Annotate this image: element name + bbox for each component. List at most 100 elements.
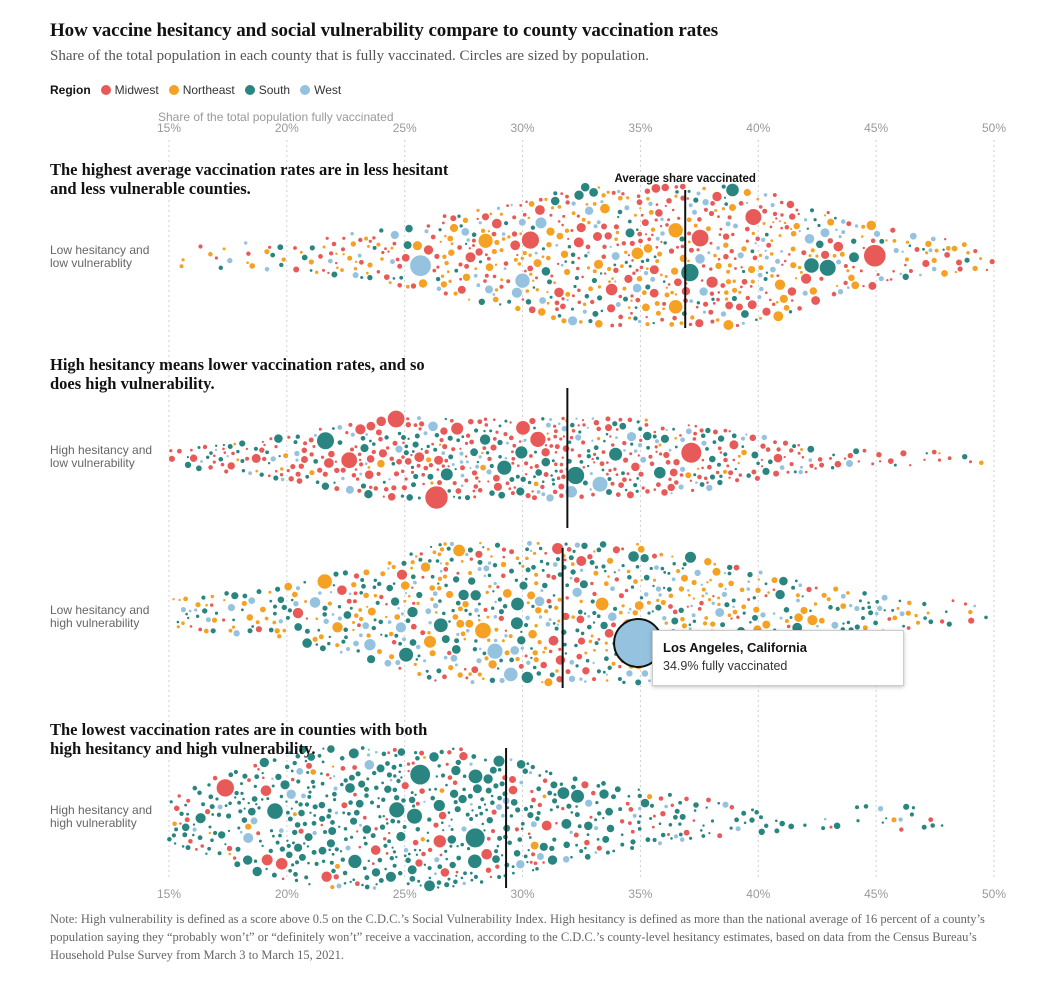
county-circle [217,456,224,463]
county-circle [921,247,926,252]
county-circle [793,612,804,623]
county-circle [343,634,349,640]
county-circle [384,633,389,638]
county-circle [340,451,358,469]
county-circle [753,241,758,246]
county-circle [673,194,679,199]
county-circle [332,583,336,588]
county-circle [409,764,431,786]
county-circle [771,220,775,224]
county-circle [924,250,929,256]
county-circle [411,440,420,449]
county-circle [465,827,486,849]
county-circle [497,596,503,603]
x-tick-label: 45% [864,887,888,901]
county-circle [808,462,815,469]
county-circle [728,804,735,811]
county-circle [276,595,285,604]
county-circle [733,467,738,471]
county-circle [306,785,311,790]
county-circle [761,467,771,476]
county-circle [532,425,537,430]
county-circle [806,445,815,454]
county-circle [342,777,349,784]
county-circle [471,231,477,238]
county-circle [455,844,460,849]
county-circle [401,253,411,263]
county-circle [452,290,459,297]
county-circle [641,669,649,678]
county-circle [737,472,743,478]
county-circle [709,200,716,207]
county-circle [235,457,240,462]
county-circle [346,598,353,605]
county-circle [554,450,558,455]
county-circle [722,241,730,249]
county-circle [611,190,617,196]
county-circle [769,238,774,243]
county-circle [344,782,356,794]
county-circle [425,838,430,843]
county-circle [523,806,529,812]
county-circle [699,481,706,488]
county-circle [399,775,404,780]
county-circle [596,844,603,852]
county-circle [366,859,371,863]
county-circle [440,820,445,825]
county-circle [271,834,276,839]
county-circle [592,223,599,229]
county-circle [553,604,560,611]
county-circle [860,224,866,230]
county-circle [437,598,443,604]
county-circle [618,592,625,599]
county-circle [227,852,232,856]
county-circle [698,600,705,606]
county-circle [289,463,296,470]
county-circle [666,832,671,837]
county-circle [489,799,496,806]
county-circle [298,853,307,862]
county-circle [223,468,229,475]
county-circle [655,236,661,242]
county-circle [433,678,438,683]
county-circle [696,300,701,306]
county-circle [458,451,465,457]
county-circle [227,443,234,450]
county-circle [386,771,393,779]
county-circle [476,418,483,425]
county-circle [214,255,219,261]
county-circle [786,624,792,629]
county-circle [416,671,422,677]
county-circle [503,220,509,226]
county-circle [538,197,544,203]
county-circle [511,864,516,869]
county-circle [449,654,458,663]
county-circle [581,465,586,470]
county-circle [530,851,536,857]
county-circle [534,251,539,256]
county-circle [432,602,439,610]
county-circle [787,252,792,257]
county-circle [593,850,598,855]
county-circle [376,459,386,469]
county-circle [856,459,861,464]
county-circle [478,541,483,545]
county-circle [548,649,553,654]
county-circle [489,554,494,559]
county-circle [227,829,231,833]
county-circle [845,590,851,596]
county-circle [667,603,674,610]
county-circle [447,824,452,828]
county-circle [735,614,741,620]
county-circle [686,588,691,593]
county-circle [410,470,415,475]
county-circle [487,229,491,234]
county-circle [736,461,741,465]
county-circle [196,789,203,796]
county-circle [778,615,784,621]
county-circle [430,574,436,580]
county-circle [406,761,411,767]
county-circle [412,580,418,586]
county-circle [669,836,674,841]
county-circle [805,586,813,593]
